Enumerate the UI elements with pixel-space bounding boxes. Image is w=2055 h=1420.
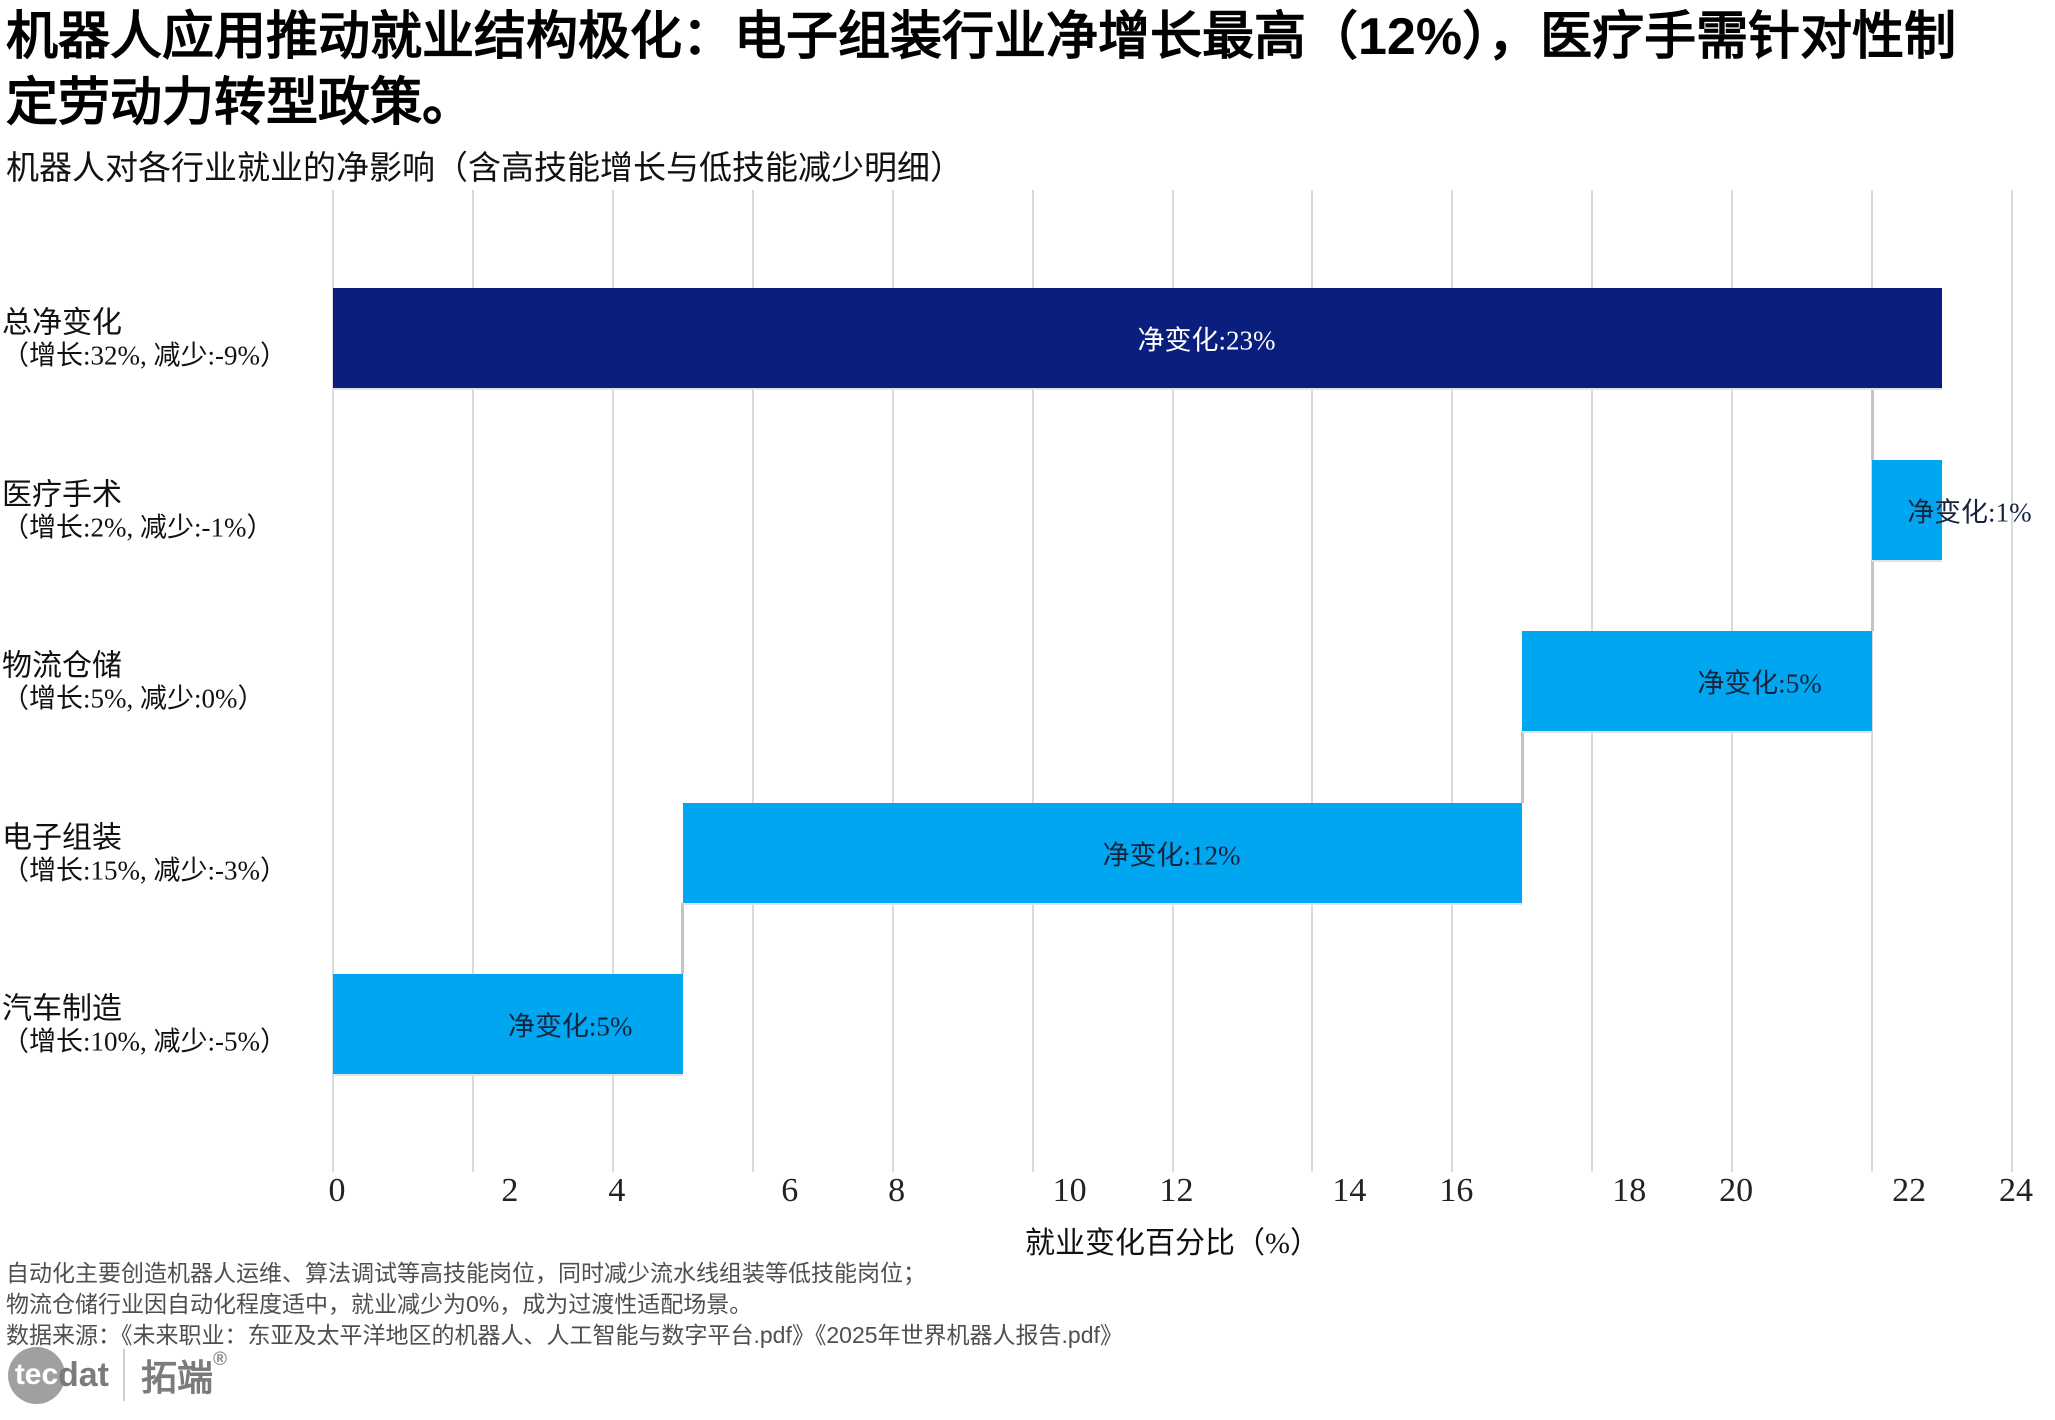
category-label: 电子组装 （增长:15%, 减少:-3%）: [2, 820, 287, 885]
gridline: [1451, 190, 1454, 1172]
chart-subtitle: 机器人对各行业就业的净影响（含高技能增长与低技能减少明细）: [6, 149, 963, 186]
gridline: [1171, 190, 1174, 1172]
waterfall-bar: [1872, 459, 1943, 562]
x-tick-label: 2: [501, 1172, 519, 1209]
category-name: 物流仓储: [2, 649, 122, 683]
waterfall-connector: [1870, 559, 1874, 631]
footnote-line: 数据来源：《未来职业：东亚及太平洋地区的机器人、人工智能与数字平台.pdf》《2…: [6, 1322, 1123, 1348]
x-tick-label: 24: [1999, 1172, 2033, 1209]
gridline: [1031, 190, 1034, 1172]
category-sublabel: （增长:2%, 减少:-1%）: [2, 512, 274, 542]
x-tick-label: 8: [888, 1172, 906, 1209]
logo-text-tec: tec: [14, 1358, 59, 1391]
logo-text-dat: dat: [58, 1355, 109, 1394]
bar-value-label: 净变化:5%: [507, 1011, 633, 1042]
chart-title: 机器人应用推动就业结构极化：电子组装行业净增长最高（12%），医疗手需针对性制定…: [6, 8, 1957, 132]
gridline: [471, 190, 474, 1172]
x-tick-label: 4: [608, 1172, 626, 1209]
gridline: [611, 190, 614, 1172]
x-tick-label: 16: [1439, 1172, 1474, 1209]
waterfall-bar: [333, 288, 1943, 390]
waterfall-bar: [333, 974, 683, 1076]
category-name: 汽车制造: [2, 992, 122, 1026]
category-name: 总净变化: [2, 306, 122, 340]
category-sublabel: （增长:32%, 减少:-9%）: [2, 340, 287, 371]
registered-mark: ®: [213, 1349, 228, 1370]
waterfall-connector: [681, 902, 685, 974]
x-tick-label: 0: [328, 1172, 346, 1209]
gridline: [751, 190, 754, 1172]
x-tick-label: 18: [1612, 1172, 1647, 1209]
x-tick-label: 14: [1332, 1172, 1367, 1209]
x-tick-label: 20: [1719, 1172, 1754, 1209]
category-label: 汽车制造 （增长:10%, 减少:-5%）: [2, 992, 287, 1057]
category-sublabel: （增长:10%, 减少:-5%）: [2, 1026, 287, 1057]
category-sublabel: （增长:5%, 减少:0%）: [2, 683, 265, 714]
category-label: 物流仓储 （增长:5%, 减少:0%）: [2, 649, 265, 714]
gridline: [1311, 190, 1314, 1172]
category-label: 医疗手术 （增长:2%, 减少:-1%）: [2, 477, 273, 542]
logo-circle-icon: tec: [8, 1346, 65, 1404]
bar-value-label: 净变化:12%: [1102, 840, 1241, 870]
bar-value-label: 净变化:5%: [1697, 668, 1822, 699]
logo-text-cn: 拓端: [141, 1357, 214, 1398]
gridline: [891, 190, 894, 1172]
x-tick-label: 12: [1159, 1172, 1194, 1209]
gridline: [1871, 190, 1874, 1172]
footnote-line: 物流仓储行业因自动化程度适中，就业减少为0%，成为过渡性适配场景。: [6, 1291, 753, 1317]
category-sublabel: （增长:15%, 减少:-3%）: [2, 855, 287, 885]
waterfall-bar: [1522, 631, 1873, 733]
x-tick-label: 6: [781, 1172, 799, 1209]
category-name: 医疗手术: [2, 478, 122, 511]
bar-value-label: 净变化:23%: [1137, 325, 1276, 356]
category-label: 总净变化 （增长:32%, 减少:-9%）: [2, 306, 287, 371]
gridline: [2011, 190, 2013, 1172]
footnote-line: 自动化主要创造机器人运维、算法调试等高技能岗位，同时减少流水线组装等低技能岗位；: [6, 1260, 926, 1286]
logo-divider: [123, 1349, 125, 1401]
waterfall-connector: [1520, 731, 1524, 803]
footnotes: 自动化主要创造机器人运维、算法调试等高技能岗位，同时减少流水线组装等低技能岗位；…: [6, 1258, 1123, 1351]
x-axis-label: 就业变化百分比（%）: [1025, 1227, 1320, 1260]
waterfall-connector: [1870, 388, 1874, 460]
category-name: 电子组装: [2, 821, 122, 854]
tecdat-logo: tec dat 拓端 ®: [8, 1345, 227, 1405]
x-tick-label: 22: [1892, 1172, 1927, 1209]
waterfall-bar: [682, 802, 1523, 905]
x-tick-label: 10: [1052, 1172, 1087, 1209]
bar-value-label: 净变化:1%: [1907, 497, 2032, 527]
gridline: [332, 190, 334, 1172]
